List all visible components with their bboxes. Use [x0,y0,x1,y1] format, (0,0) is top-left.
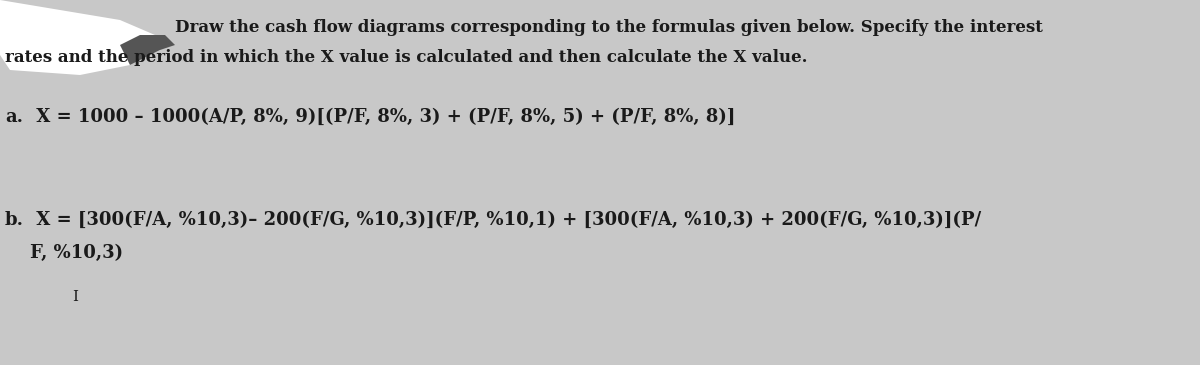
Text: I: I [72,290,78,304]
Text: rates and the period in which the X value is calculated and then calculate the X: rates and the period in which the X valu… [5,49,808,65]
Text: a.: a. [5,108,23,126]
Text: X = [300(F/A, %10,3)– 200(F/G, %10,3)](F/P, %10,1) + [300(F/A, %10,3) + 200(F/G,: X = [300(F/A, %10,3)– 200(F/G, %10,3)](F… [30,211,982,229]
Polygon shape [0,0,160,75]
Text: Draw the cash flow diagrams corresponding to the formulas given below. Specify t: Draw the cash flow diagrams correspondin… [175,19,1043,35]
Text: b.: b. [5,211,24,229]
Polygon shape [120,35,175,65]
Text: F, %10,3): F, %10,3) [30,244,124,262]
Text: X = 1000 – 1000(A/P, 8%, 9)[(P/F, 8%, 3) + (P/F, 8%, 5) + (P/F, 8%, 8)]: X = 1000 – 1000(A/P, 8%, 9)[(P/F, 8%, 3)… [30,108,736,126]
